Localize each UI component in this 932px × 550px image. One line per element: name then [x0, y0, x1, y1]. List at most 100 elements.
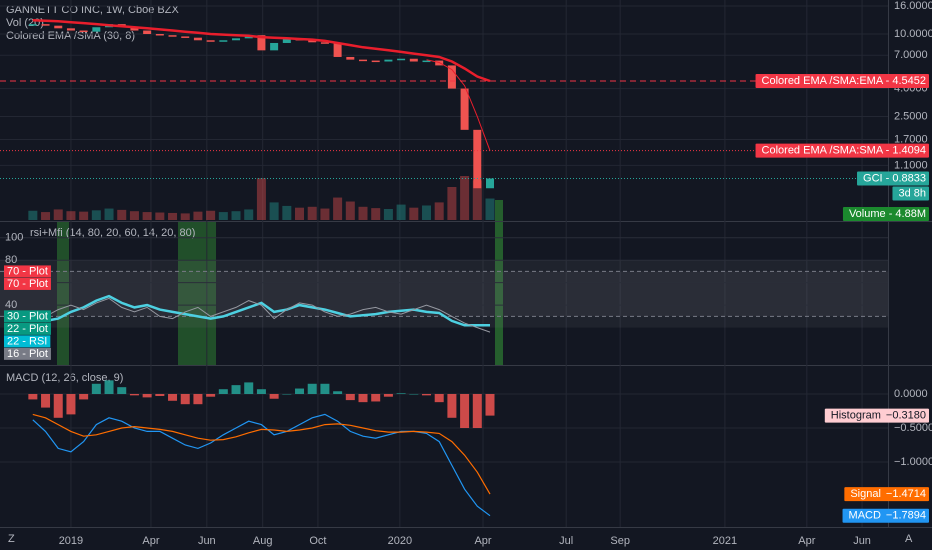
y-tick-label: 1.7000 [894, 133, 928, 145]
indicator-title: rsi+Mfi (14, 80, 20, 60, 14, 20, 80) [30, 227, 195, 239]
plot-label: 16 - Plot [4, 348, 51, 360]
histogram-bar [66, 393, 76, 415]
histogram-bar [434, 393, 444, 403]
series-line [32, 18, 491, 83]
candle [92, 27, 101, 32]
plot-label: 22 - Plot [4, 323, 51, 335]
price-label: Volume - 4.88M [842, 207, 929, 221]
y-tick-label: 7.0000 [894, 49, 928, 61]
label-text: 3d 8h [898, 187, 926, 199]
volume-bar [333, 197, 343, 220]
price-label: Colored EMA /SMA:EMA - 4.5452 [755, 73, 929, 88]
volume-bar [307, 206, 317, 220]
volume-bar [434, 202, 444, 220]
label-box [824, 408, 929, 423]
volume-bar [91, 210, 101, 220]
toolbar-button[interactable]: Z [8, 533, 15, 545]
histogram-bar [129, 393, 139, 396]
label-box [842, 508, 929, 523]
candle [460, 88, 469, 130]
volume-bar [117, 209, 127, 220]
label-box [4, 265, 51, 278]
y-tick-label: 16.0000 [894, 0, 932, 12]
volume-bar [168, 212, 178, 220]
candle [232, 38, 241, 41]
candle [66, 28, 75, 31]
volume-bar [295, 207, 305, 220]
candle [308, 40, 317, 43]
label-box [755, 143, 929, 158]
label-box [857, 171, 929, 186]
histogram-bar [333, 391, 343, 394]
histogram-bar [358, 393, 368, 403]
volume-bar [358, 206, 368, 220]
candle [155, 34, 164, 36]
y-tick-label: 80 [5, 254, 17, 266]
label-box [842, 207, 929, 221]
label-box [755, 73, 929, 88]
y-tick-label: 1.1000 [894, 159, 928, 171]
label-text: Volume - 4.88M [849, 208, 926, 220]
indicator-title: MACD (12, 26, close, 9) [6, 372, 123, 384]
candle [206, 40, 215, 42]
indicator-title: Vol (20) [6, 17, 44, 29]
label-box [4, 347, 51, 360]
volume-bar [269, 202, 279, 220]
series-line [32, 413, 491, 495]
histogram-bar [320, 383, 330, 394]
histogram-bar [28, 393, 38, 400]
label-text: 30 - Plot [7, 310, 48, 322]
histogram-bar [142, 393, 152, 398]
volume-bar [472, 180, 482, 220]
candle [270, 42, 279, 51]
volume-bar [28, 210, 38, 220]
histogram-bar [295, 388, 305, 394]
candle [181, 36, 190, 38]
histogram-bar [383, 393, 393, 397]
histogram-bar [244, 382, 254, 394]
histogram-bar [282, 393, 292, 395]
candle [422, 60, 431, 63]
plot-label: 30 - Plot [4, 310, 51, 323]
band [0, 271, 888, 317]
zone [57, 222, 69, 365]
volume-bar [447, 187, 457, 220]
volume-bar [129, 211, 139, 220]
y-tick-label: 0.0000 [894, 388, 928, 400]
histogram-bar [472, 393, 482, 428]
histogram-bar [409, 393, 419, 395]
candle [219, 40, 228, 42]
candle [193, 37, 202, 41]
label-text: Signal [850, 488, 881, 500]
candle [257, 35, 266, 51]
histogram-bar [256, 389, 266, 394]
y-tick-label: 40 [5, 299, 17, 311]
histogram-bar [117, 387, 127, 394]
volume-bar [231, 211, 241, 220]
candle [79, 30, 88, 33]
volume-bar [142, 212, 152, 220]
candle [346, 56, 355, 60]
histogram-bar [269, 393, 279, 399]
x-tick-label: Apr [798, 535, 815, 547]
price-label: 3d 8h [892, 186, 929, 201]
histogram-bar [218, 389, 228, 394]
candle [409, 58, 418, 62]
histogram-bar [485, 393, 495, 416]
histogram-bar [447, 393, 457, 418]
label-text: Colored EMA /SMA:EMA - 4.5452 [762, 75, 926, 87]
candle [320, 42, 329, 44]
y-tick-label: −0.5000 [894, 422, 932, 434]
x-tick-label: Aug [253, 535, 273, 547]
volume-bar [256, 178, 266, 220]
x-tick-label: Jul [559, 535, 573, 547]
volume-bar [244, 209, 254, 220]
label-text: 22 - RSI [7, 335, 47, 347]
price-label: GCI - 0.8833 [857, 171, 929, 186]
label-text: Colored EMA /SMA:SMA - 1.4094 [762, 145, 926, 157]
volume-bar [180, 213, 190, 220]
label-text: −1.4714 [886, 488, 926, 500]
volume-bar [155, 212, 165, 220]
toolbar-button[interactable]: A [905, 533, 913, 545]
